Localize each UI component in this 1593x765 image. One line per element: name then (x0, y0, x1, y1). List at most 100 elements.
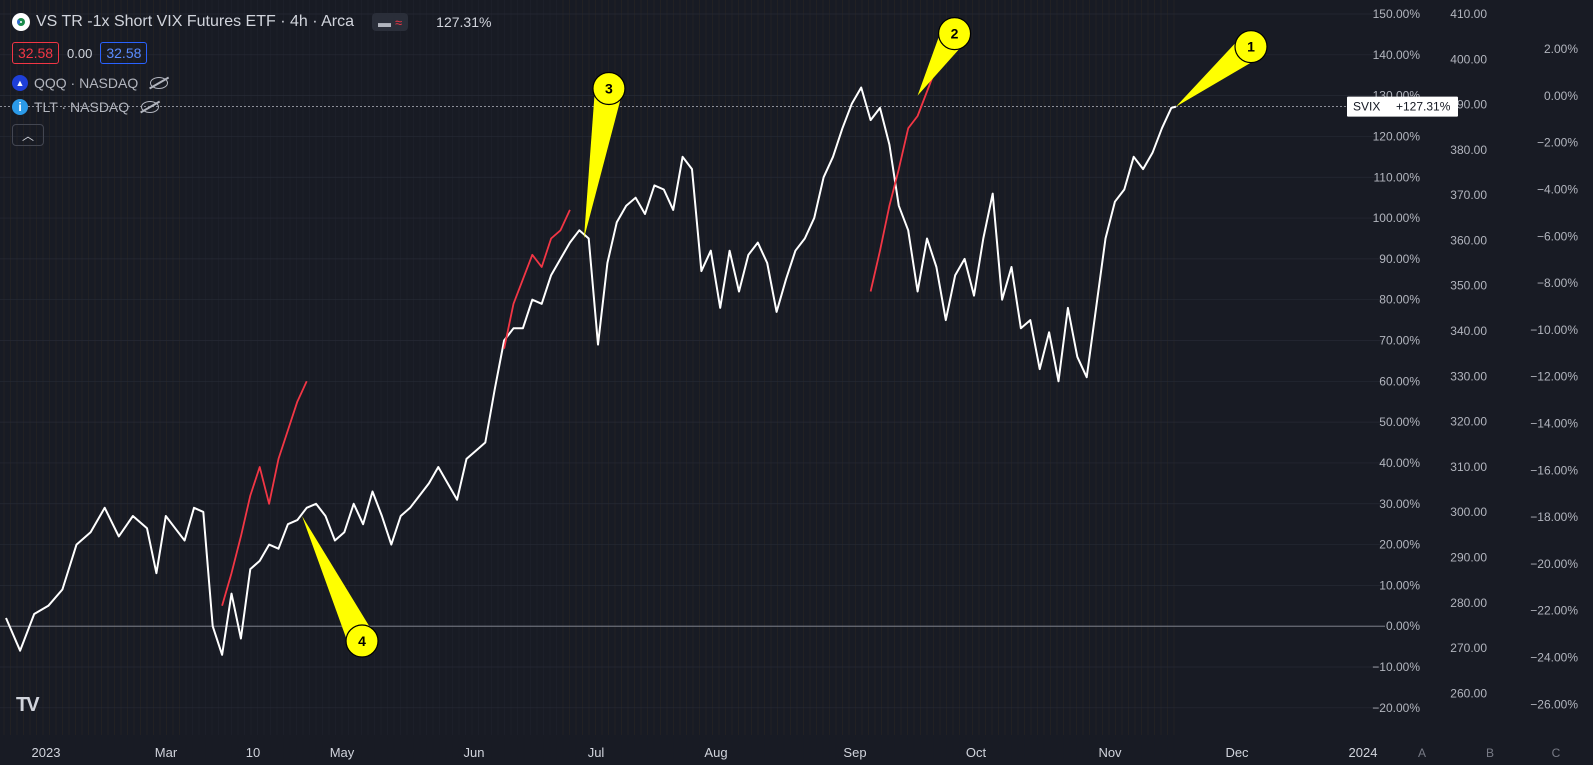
y-tick-label: −20.00% (1372, 701, 1420, 715)
y-tick-label: 330.00 (1450, 369, 1487, 383)
y-tick-label: 290.00 (1450, 550, 1487, 564)
close-value[interactable]: 32.58 (100, 42, 148, 64)
callout-pointer (583, 86, 623, 239)
y-axis-compare-percent: 2.00% 0.00% −2.00% −4.00% −6.00% −8.00% −10.00… (1530, 42, 1578, 711)
y-tick-label: 390.00 (1450, 98, 1487, 112)
legend: VS TR -1x Short VIX Futures ETF · 4h · A… (12, 10, 491, 146)
price-tag-value: +127.31% (1396, 100, 1451, 114)
price-tag: SVIX +127.31% (1347, 96, 1458, 117)
callout-label: 1 (1247, 39, 1255, 55)
x-tick-label: Jun (464, 745, 485, 760)
y-tick-label: 280.00 (1450, 596, 1487, 610)
symbol-logo-icon[interactable] (12, 13, 30, 31)
y-axis-price: 410.00 400.00 390.00 380.00 370.00 360.00 350.… (1450, 7, 1487, 700)
y-tick-label: 2.00% (1544, 42, 1578, 56)
y-tick-label: 10.00% (1379, 578, 1420, 592)
y-tick-label: −8.00% (1537, 276, 1578, 290)
x-tick-label: Nov (1098, 745, 1122, 760)
x-tick-label: Sep (843, 745, 866, 760)
y-tick-label: −24.00% (1530, 651, 1578, 665)
change-percent: 127.31% (436, 14, 492, 30)
change-value: 0.00 (67, 45, 93, 61)
x-tick-label: Mar (155, 745, 178, 760)
button-c[interactable]: C (1552, 746, 1561, 760)
ohlc-row: 32.58 0.00 32.58 (12, 40, 491, 66)
compare-tlt-label: TLT · NASDAQ (34, 99, 130, 115)
y-tick-label: 380.00 (1450, 143, 1487, 157)
compare-tlt[interactable]: i TLT · NASDAQ (12, 96, 491, 118)
y-tick-label: 140.00% (1373, 48, 1421, 62)
y-tick-label: −18.00% (1530, 510, 1578, 524)
chevron-up-icon: ︿ (21, 128, 34, 143)
open-value[interactable]: 32.58 (12, 42, 60, 64)
series-line-main (5, 86, 1177, 656)
series-lines (5, 54, 1177, 656)
symbol-title[interactable]: VS TR -1x Short VIX Futures ETF · 4h · A… (36, 13, 355, 30)
tradingview-logo-icon[interactable]: TV (16, 694, 40, 716)
y-tick-label: 370.00 (1450, 188, 1487, 202)
y-tick-label: −16.00% (1530, 463, 1578, 477)
y-tick-label: 410.00 (1450, 7, 1487, 21)
y-tick-label: 110.00% (1374, 170, 1421, 184)
series-line-highlight (503, 209, 571, 349)
button-b[interactable]: B (1486, 746, 1494, 760)
y-tick-label: 90.00% (1379, 252, 1420, 266)
x-tick-label: Aug (704, 745, 727, 760)
bottom-buttons: A B C (1418, 746, 1561, 760)
y-tick-label: 20.00% (1379, 538, 1420, 552)
series-line-highlight (221, 380, 308, 607)
price-tag-symbol: SVIX (1353, 100, 1380, 114)
callout-label: 2 (951, 26, 959, 42)
callout-4: 4 (302, 516, 379, 658)
chart-style-pill[interactable]: ▬ ≈ (372, 13, 409, 31)
y-tick-label: 60.00% (1379, 374, 1420, 388)
y-tick-label: −2.00% (1537, 136, 1578, 150)
y-tick-label: 70.00% (1379, 334, 1420, 348)
x-tick-label: Jul (588, 745, 605, 760)
y-tick-label: −26.00% (1530, 697, 1578, 711)
x-tick-label: 2024 (1349, 745, 1378, 760)
y-tick-label: 340.00 (1450, 324, 1487, 338)
compare-qqq-label: QQQ · NASDAQ (34, 75, 139, 91)
callout-circle (1234, 30, 1268, 64)
x-tick-label: Dec (1225, 745, 1249, 760)
minus-icon: ▬ (378, 14, 392, 30)
eye-hidden-icon[interactable] (150, 77, 169, 89)
callout-label: 4 (358, 633, 366, 649)
y-tick-label: 260.00 (1450, 686, 1487, 700)
callout-3: 3 (583, 71, 626, 239)
callout-1: 1 (1176, 30, 1268, 107)
eye-hidden-icon[interactable] (141, 101, 160, 113)
y-tick-label: 360.00 (1450, 233, 1487, 247)
callout-annotations: 1 2 3 4 (302, 17, 1268, 658)
y-tick-label: −10.00% (1372, 660, 1420, 674)
x-tick-label: 10 (246, 745, 260, 760)
y-tick-label: −14.00% (1530, 417, 1578, 431)
wave-icon: ≈ (395, 14, 403, 30)
callout-pointer (302, 516, 375, 648)
y-tick-label: −20.00% (1530, 557, 1578, 571)
y-tick-label: 320.00 (1450, 415, 1487, 429)
y-tick-label: −10.00% (1530, 323, 1578, 337)
button-a[interactable]: A (1418, 746, 1426, 760)
y-tick-label: 0.00% (1386, 619, 1420, 633)
callout-circle (937, 17, 972, 51)
qqq-logo-icon: ▲ (12, 75, 28, 91)
y-tick-label: 400.00 (1450, 52, 1487, 66)
plot-area[interactable] (0, 0, 1385, 735)
vertical-grid (3, 0, 1175, 735)
x-tick-label: 2023 (32, 745, 61, 760)
collapse-legend-button[interactable]: ︿ (12, 124, 44, 146)
y-tick-label: 30.00% (1379, 497, 1420, 511)
x-tick-label: Oct (966, 745, 987, 760)
y-tick-label: 150.00% (1373, 7, 1421, 21)
compare-qqq[interactable]: ▲ QQQ · NASDAQ (12, 72, 491, 94)
y-tick-label: 100.00% (1373, 211, 1421, 225)
y-tick-label: 350.00 (1450, 279, 1487, 293)
x-tick-label: May (330, 745, 355, 760)
callout-label: 3 (605, 80, 613, 96)
y-tick-label: 50.00% (1379, 415, 1420, 429)
callout-circle (345, 624, 379, 658)
y-tick-label: 310.00 (1450, 460, 1487, 474)
